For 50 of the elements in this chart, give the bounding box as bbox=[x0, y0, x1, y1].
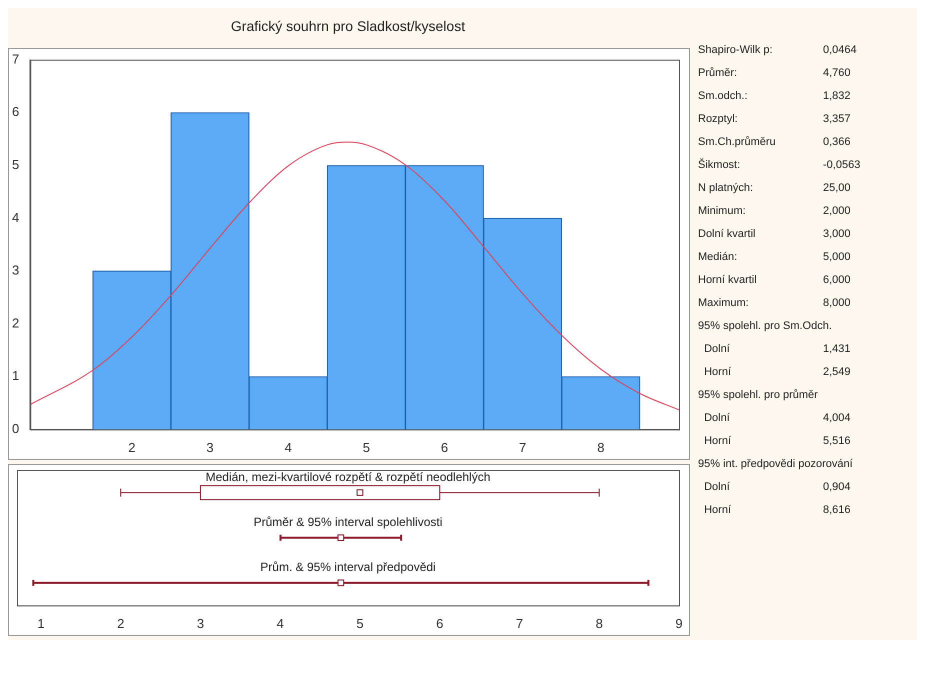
x-tick-label: 5 bbox=[362, 440, 370, 455]
text: Dolní kvartil 3,000 bbox=[698, 228, 851, 240]
x-tick-label: 2 bbox=[128, 440, 136, 455]
x-tick-label: 9 bbox=[675, 616, 683, 631]
text: Horní 2,549 bbox=[704, 366, 851, 378]
text: Průměr: 4,760 bbox=[698, 66, 851, 78]
x-tick-label: 6 bbox=[436, 616, 444, 631]
text: Medián: 5,000 bbox=[698, 250, 851, 262]
text: Šikmost: -0,0563 bbox=[698, 158, 860, 170]
text: Horní 5,516 bbox=[704, 434, 851, 446]
x-tick-label: 3 bbox=[196, 616, 204, 631]
text: Dolní 4,004 bbox=[704, 412, 851, 424]
x-tick-label: 7 bbox=[516, 616, 524, 631]
category-label: Prům. & 95% interval předpovědi bbox=[260, 560, 436, 574]
text: Sm.Ch.průměru 0,366 bbox=[698, 136, 851, 148]
chart-title: Grafický souhrn pro Sladkost/kyselost bbox=[230, 18, 466, 34]
text: Horní kvartil 6,000 bbox=[698, 274, 851, 286]
text: Maximum: 8,000 bbox=[698, 296, 851, 308]
text: 95% spolehl. pro Sm.Odch. bbox=[698, 320, 833, 332]
x-tick-label: 8 bbox=[596, 616, 603, 631]
y-tick-label: 6 bbox=[12, 104, 20, 120]
x-tick-label: 2 bbox=[117, 616, 124, 631]
y-tick-label: 3 bbox=[12, 262, 20, 278]
text: Sm.odch.: 1,832 bbox=[698, 90, 851, 102]
line-series bbox=[30, 142, 679, 410]
text: 95% int. předpovědi pozorování bbox=[698, 458, 854, 470]
text: Horní 8,616 bbox=[704, 504, 851, 516]
x-tick-label: 4 bbox=[276, 616, 284, 631]
text: Minimum: 2,000 bbox=[698, 204, 851, 216]
x-tick-label: 3 bbox=[206, 440, 214, 455]
y-tick-label: 2 bbox=[12, 315, 20, 330]
y-tick-label: 0 bbox=[12, 420, 20, 436]
y-tick-label: 1 bbox=[12, 368, 20, 384]
y-tick-label: 7 bbox=[12, 51, 20, 66]
category-label: Průměr & 95% interval spolehlivosti bbox=[254, 515, 442, 530]
y-tick-label: 4 bbox=[12, 210, 20, 225]
y-tick-label: 5 bbox=[12, 156, 20, 172]
text: Rozptyl: 3,357 bbox=[698, 112, 851, 124]
text: Dolní 0,904 bbox=[704, 480, 851, 492]
category-label: Medián, mezi-kvartilové rozpětí & rozpětí neodlehlých bbox=[206, 470, 490, 484]
text: Shapiro-Wilk p: 0,0464 bbox=[698, 44, 857, 56]
x-tick-label: 8 bbox=[597, 440, 604, 455]
text: 95% spolehl. pro průměr bbox=[698, 388, 819, 400]
x-tick-label: 6 bbox=[440, 440, 448, 455]
text: Dolní 1,431 bbox=[704, 342, 851, 354]
x-tick-label: 5 bbox=[356, 616, 364, 631]
x-tick-label: 7 bbox=[519, 440, 526, 455]
text: N platných: 25,00 bbox=[698, 182, 851, 194]
x-tick-label: 4 bbox=[284, 440, 292, 455]
x-tick-label: 1 bbox=[37, 616, 45, 631]
